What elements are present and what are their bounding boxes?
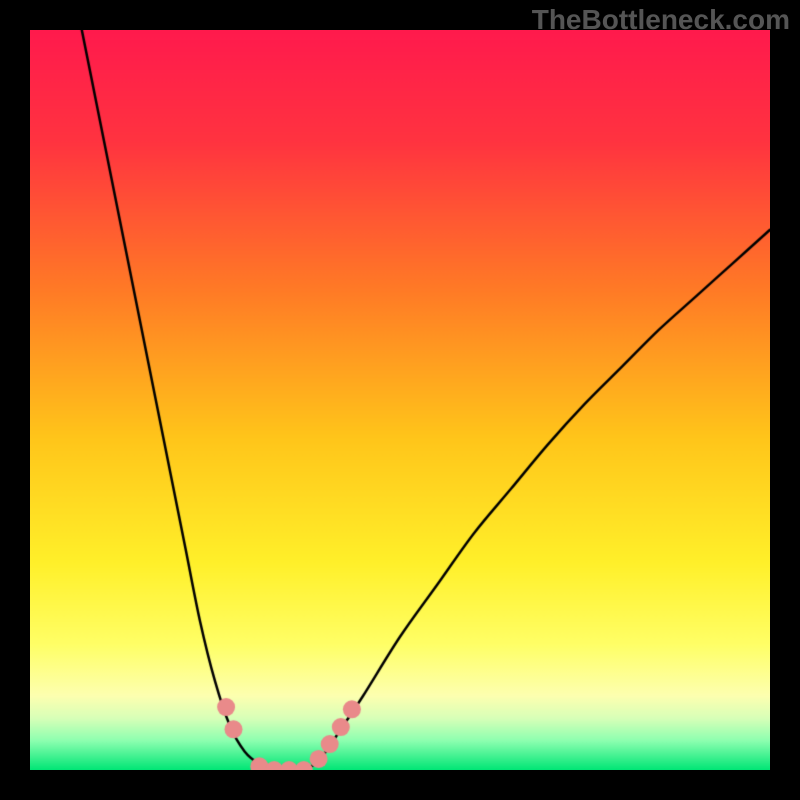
plot-area <box>30 30 770 770</box>
bottleneck-chart-canvas <box>30 30 770 770</box>
